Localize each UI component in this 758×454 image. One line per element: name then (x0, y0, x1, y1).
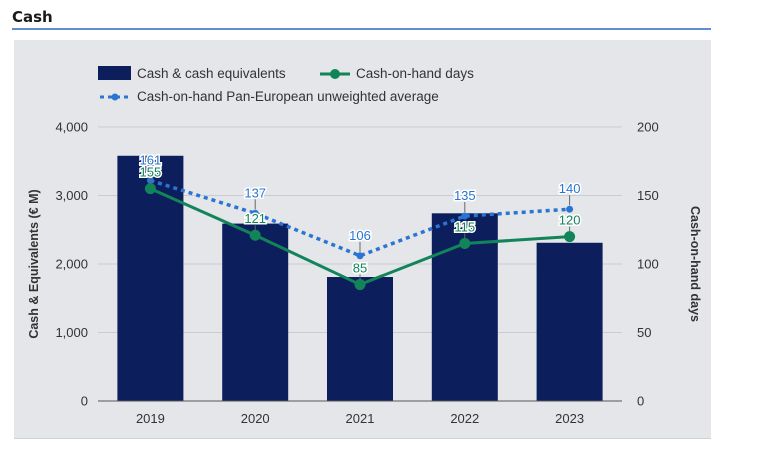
legend-days-marker (330, 69, 340, 79)
avg-point (566, 205, 574, 213)
y2-tick-label: 200 (637, 120, 659, 135)
x-tick-label: 2023 (555, 411, 584, 426)
avg-line (149, 178, 570, 258)
y2-axis-title: Cash-on-hand days (688, 206, 702, 322)
y-axis-title: Cash & Equivalents (€ M) (27, 189, 41, 338)
x-tick-label: 2021 (346, 411, 375, 426)
section-title: Cash (12, 8, 53, 26)
legend-label-days: Cash-on-hand days (356, 66, 474, 81)
panel-bottom-border (14, 438, 711, 439)
avg-data-label: 106 (349, 228, 371, 243)
days-data-label: 120 (559, 213, 581, 228)
y2-tick-label: 0 (637, 394, 644, 409)
line-series (144, 176, 576, 291)
days-point (459, 237, 471, 249)
bar (117, 155, 184, 401)
y-tick-label: 2,000 (55, 257, 88, 272)
days-point (249, 229, 261, 241)
y-tick-label: 4,000 (55, 120, 88, 135)
legend-bar-swatch (98, 66, 131, 80)
days-point (144, 183, 156, 195)
y2-tick-label: 50 (637, 325, 651, 340)
data-labels: 161 137 106 135 140 155 121 85 115 120 (138, 151, 582, 280)
avg-data-label: 140 (559, 181, 581, 196)
x-tick-label: 2020 (241, 411, 270, 426)
y-tick-label: 1,000 (55, 325, 88, 340)
x-tick-label: 2022 (450, 411, 479, 426)
avg-data-label: 161 (140, 152, 162, 167)
legend: Cash & cash equivalents Cash-on-hand day… (98, 66, 474, 104)
avg-data-label: 137 (244, 185, 266, 200)
bar-series (117, 155, 603, 401)
avg-data-label: 135 (454, 188, 476, 203)
days-point (564, 231, 576, 243)
days-point (354, 279, 366, 291)
days-data-label: 155 (140, 165, 162, 180)
days-data-label: 121 (244, 211, 266, 226)
days-data-label: 85 (353, 261, 367, 276)
y-tick-label: 0 (81, 394, 88, 409)
axes: 0 1,000 2,000 3,000 4,000 0 50 100 150 200 2019 202… (55, 120, 658, 427)
bar (536, 242, 603, 401)
bar (327, 277, 393, 401)
y2-tick-label: 100 (637, 257, 659, 272)
avg-point (461, 212, 469, 220)
y2-tick-label: 150 (637, 188, 659, 203)
avg-point (251, 209, 259, 217)
legend-label-avg: Cash-on-hand Pan-European unweighted ave… (137, 89, 439, 104)
x-tick-label: 2019 (136, 411, 165, 426)
legend-label-cash: Cash & cash equivalents (137, 66, 286, 81)
section-divider (12, 28, 711, 30)
y-tick-label: 3,000 (55, 188, 88, 203)
days-data-label: 115 (454, 219, 475, 234)
legend-avg-marker (111, 93, 119, 101)
bar (222, 223, 289, 401)
avg-point (356, 252, 364, 260)
